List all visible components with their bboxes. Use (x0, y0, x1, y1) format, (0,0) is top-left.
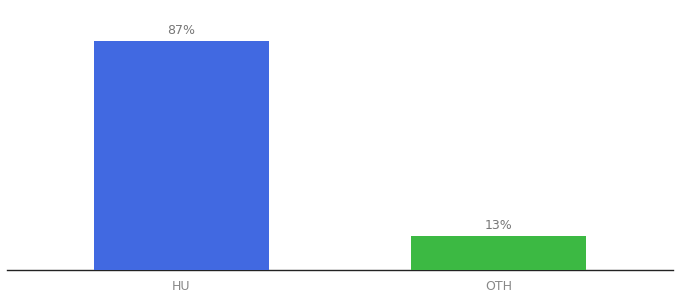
Text: 13%: 13% (485, 219, 513, 232)
Bar (94, 41, 269, 270)
Text: 87%: 87% (167, 24, 195, 37)
Bar (411, 236, 586, 270)
